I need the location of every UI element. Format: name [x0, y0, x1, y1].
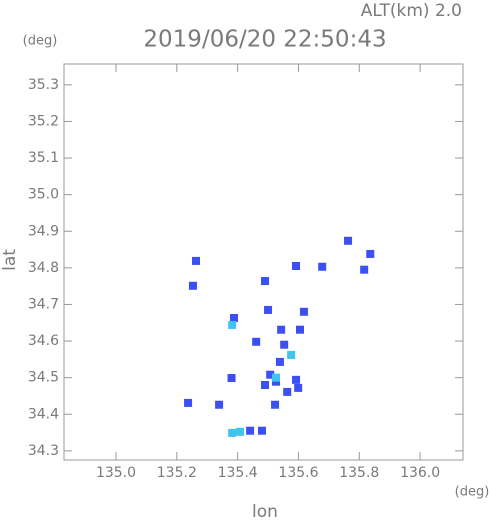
- chart-title: 2019/06/20 22:50:43: [143, 27, 386, 53]
- echo-cell: [283, 387, 292, 396]
- echo-cell: [228, 428, 237, 437]
- echo-cell: [230, 313, 239, 322]
- y-tick-label: 35.0: [28, 187, 59, 203]
- echo-cell: [280, 340, 289, 349]
- altitude: ALT(km) 2.0: [361, 1, 462, 21]
- echo-cell: [184, 398, 193, 407]
- y-tick-label: 34.6: [28, 333, 59, 349]
- echo-cell: [264, 305, 273, 314]
- echo-cell: [271, 373, 280, 382]
- echo-cell: [275, 357, 284, 366]
- echo-cell: [271, 400, 280, 409]
- echo-cell: [228, 320, 237, 329]
- plot-frame: [63, 63, 464, 461]
- echo-cell: [246, 426, 255, 435]
- echo-cell: [292, 262, 301, 271]
- y-tick-label: 35.3: [28, 77, 59, 93]
- echo-cell: [236, 427, 245, 436]
- x-tick-label: 136.0: [400, 465, 440, 481]
- y-tick-label: 35.1: [28, 150, 59, 166]
- echo-cell: [252, 337, 261, 346]
- echo-cell: [344, 236, 353, 245]
- y-tick-label: 34.9: [28, 223, 59, 239]
- x-axis-label: lon: [252, 502, 278, 521]
- echo-cell: [261, 380, 270, 389]
- echo-cell: [360, 265, 369, 274]
- echo-cell: [271, 377, 280, 386]
- y-axis-label: lat: [0, 249, 20, 271]
- x-tick-label: 135.2: [157, 465, 197, 481]
- echo-cell: [294, 383, 303, 392]
- echo-cell: [266, 370, 275, 379]
- echo-cell: [299, 307, 308, 316]
- echo-cell: [295, 325, 304, 334]
- y-unit: (deg): [23, 34, 58, 49]
- y-tick-label: 34.3: [28, 443, 59, 459]
- echo-cell: [261, 277, 270, 286]
- echo-cell: [215, 400, 224, 409]
- y-tick-label: 34.7: [28, 296, 59, 312]
- echo-cell: [287, 350, 296, 359]
- y-tick-label: 34.5: [28, 370, 59, 386]
- y-tick-label: 35.2: [28, 113, 59, 129]
- x-tick-label: 135.8: [339, 465, 379, 481]
- echo-cell: [188, 281, 197, 290]
- x-tick-label: 135.6: [278, 465, 318, 481]
- x-tick-label: 135.4: [218, 465, 258, 481]
- x-unit: (deg): [455, 485, 490, 500]
- echo-cell: [227, 374, 236, 383]
- echo-cell: [191, 256, 200, 265]
- y-tick-label: 34.8: [28, 260, 59, 276]
- echo-cell: [277, 325, 286, 334]
- echo-cell: [366, 249, 375, 258]
- echo-cell: [318, 262, 327, 271]
- echo-cell: [257, 426, 266, 435]
- echo-cell: [292, 375, 301, 384]
- x-tick-label: 135.0: [96, 465, 136, 481]
- y-tick-label: 34.4: [28, 406, 59, 422]
